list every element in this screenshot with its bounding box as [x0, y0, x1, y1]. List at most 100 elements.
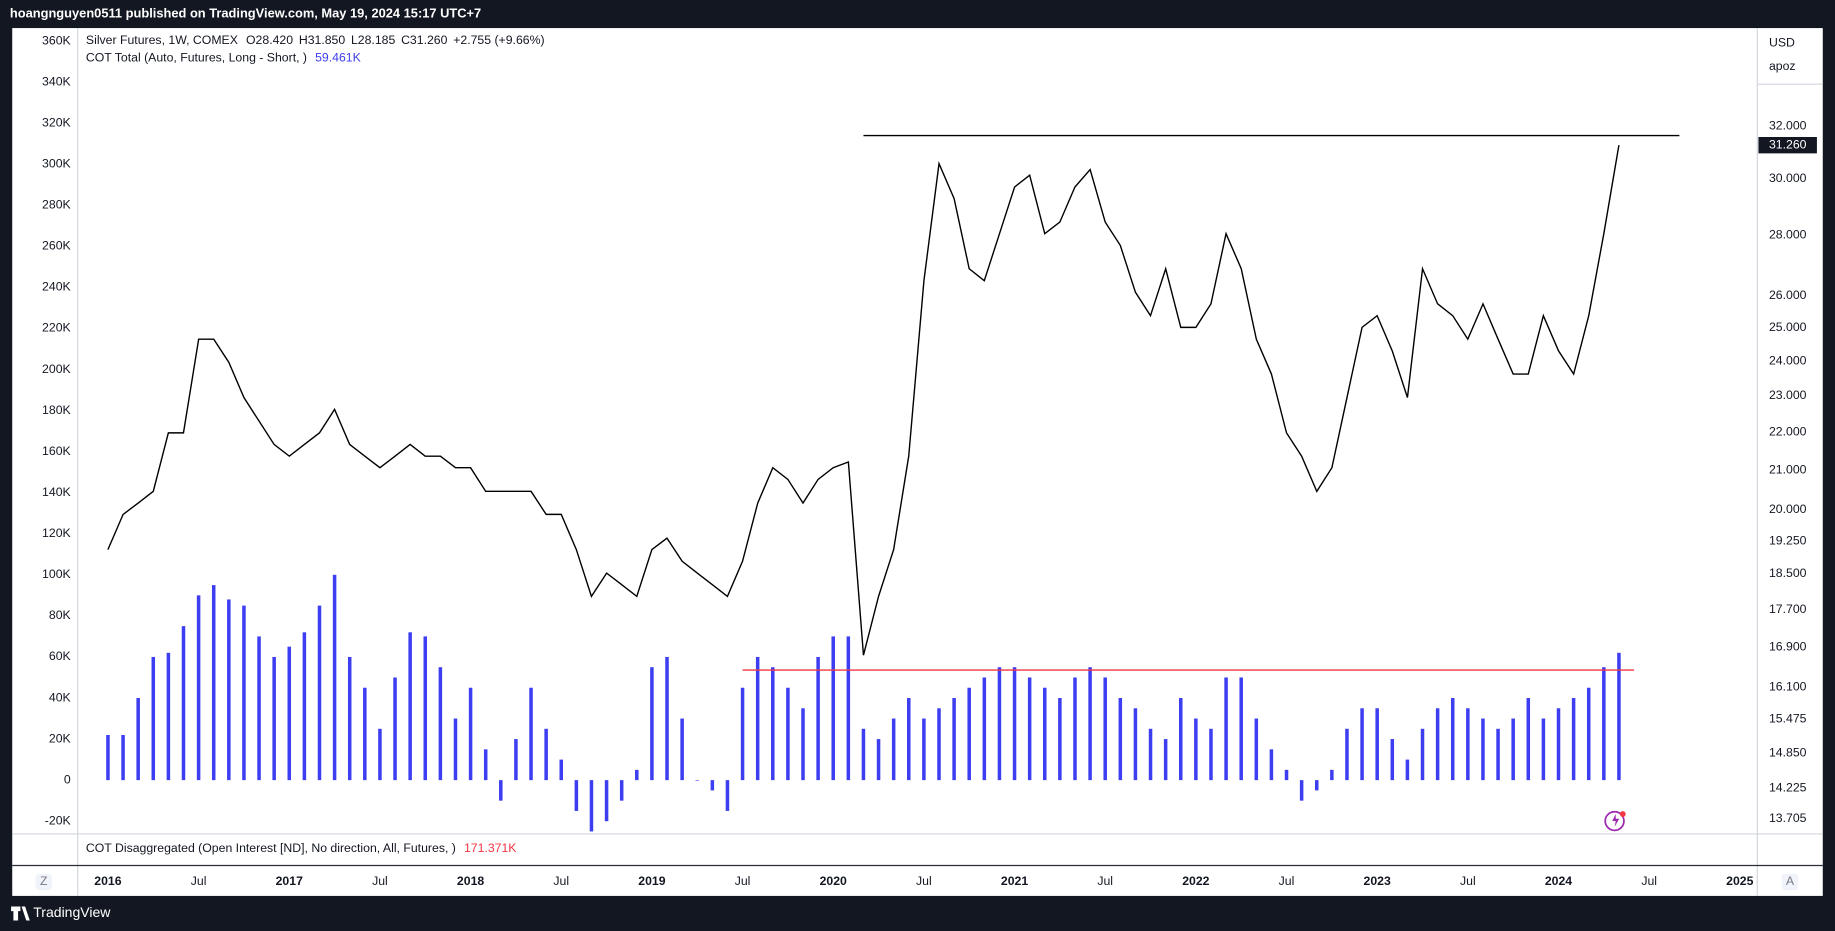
cot-bar	[332, 574, 337, 781]
cot-bar	[257, 636, 261, 781]
button-bg[interactable]	[1781, 873, 1799, 891]
cot-bar	[710, 780, 715, 791]
alert-icon[interactable]	[1604, 810, 1625, 832]
cot-bar	[1058, 698, 1062, 781]
y2-tick-label: 20.000	[1769, 502, 1807, 516]
cot-bar	[1450, 698, 1455, 781]
cot-bar	[1466, 708, 1470, 781]
cot-bar	[408, 632, 412, 781]
cot-bar	[1103, 677, 1107, 781]
cot-bar	[786, 687, 790, 781]
y2-tick-label: 15.475	[1769, 712, 1807, 726]
cot-bar	[1617, 652, 1621, 781]
y-tick-label: 260K	[42, 239, 71, 253]
y2-tick-label: 23.000	[1769, 388, 1807, 402]
cot-bar	[937, 708, 941, 781]
y-tick-label: 300K	[42, 156, 71, 170]
alert-bolt	[1612, 814, 1620, 827]
cot-bar	[347, 656, 352, 781]
x-tick-label: Jul	[1279, 874, 1295, 888]
x-tick-label: 2025	[1726, 874, 1753, 888]
cot-bar	[287, 646, 292, 781]
y2-tick-label: 13.705	[1769, 811, 1807, 825]
cot-bar	[1269, 749, 1274, 781]
cot-bar	[544, 728, 548, 781]
cot-bar	[514, 739, 518, 781]
cot-bar	[1254, 718, 1259, 781]
y2-tick-label: 19.250	[1769, 533, 1807, 547]
cot-bar	[468, 687, 473, 781]
cot-bar	[1043, 687, 1047, 781]
cot-bar	[635, 769, 639, 781]
cot-bar	[363, 687, 367, 781]
y2-tick-label: 26.000	[1769, 288, 1807, 302]
cot-bar	[136, 698, 140, 781]
button-bg[interactable]	[35, 873, 52, 891]
x-tick-label: 2019	[638, 874, 665, 888]
cot-bar	[438, 667, 443, 781]
last-price-box	[1758, 136, 1817, 154]
cot-bar	[1133, 708, 1138, 781]
cot-bar	[529, 687, 533, 781]
cot-bar	[1602, 667, 1606, 781]
cot-bar	[378, 728, 382, 781]
cot-bar	[453, 718, 458, 781]
y-tick-label: 20K	[49, 731, 72, 745]
cot-bar	[1405, 759, 1410, 781]
cot-bar	[1012, 667, 1017, 781]
cot-bar	[317, 605, 322, 781]
y2-tick-label: 21.000	[1769, 462, 1807, 476]
y-tick-label: 80K	[49, 608, 72, 622]
cot-bar	[499, 780, 503, 801]
cot-bar	[181, 626, 186, 781]
cot-bar	[604, 780, 609, 822]
x-tick-label: Jul	[1641, 874, 1657, 888]
symbol: Silver Futures, 1W, COMEX	[86, 33, 238, 47]
y-tick-label: 60K	[49, 649, 72, 663]
cot-bar	[242, 605, 246, 781]
cot-bar	[1027, 677, 1032, 781]
cot-bar	[997, 667, 1002, 781]
y2-tick-label: 30.000	[1769, 171, 1807, 185]
cot-bar	[1239, 677, 1243, 781]
change: +2.755 (+9.66%)	[453, 33, 544, 47]
y-tick-label: 320K	[42, 115, 71, 129]
cot-bar	[589, 780, 594, 832]
cot-bar	[967, 687, 971, 781]
cot-bar	[755, 656, 760, 781]
cot-bar	[876, 739, 881, 781]
alert-dot	[1619, 811, 1626, 817]
cot-bar	[680, 718, 684, 781]
y-tick-label: 180K	[42, 403, 71, 417]
cot-bar	[1194, 718, 1198, 781]
cot-bar	[1345, 728, 1349, 781]
cot-bar	[1209, 728, 1213, 781]
right-button[interactable]: A	[1786, 874, 1795, 888]
scale-mode[interactable]: apoz	[1769, 59, 1796, 73]
footer-logo: TradingView	[33, 904, 111, 920]
x-tick-label: 2016	[94, 874, 121, 888]
cot-bar	[922, 718, 926, 781]
y-tick-label: 120K	[42, 526, 71, 540]
y-tick-label: 40K	[49, 690, 72, 704]
y2-tick-label: 14.850	[1769, 745, 1807, 759]
cot-bar	[740, 687, 745, 781]
price-legend: Silver Futures, 1W, COMEX O28.420 H31.85…	[86, 33, 545, 47]
y2-tick-label: 18.500	[1769, 566, 1807, 580]
y2-tick-label: 22.000	[1769, 424, 1807, 438]
left-button[interactable]: Z	[40, 874, 48, 888]
cot-bar	[1284, 769, 1289, 781]
x-tick-label: 2021	[1001, 874, 1028, 888]
cot-bar	[211, 585, 216, 781]
cot-bar	[1420, 728, 1425, 781]
y-tick-label: 280K	[42, 198, 71, 212]
x-tick-label: 2023	[1364, 874, 1391, 888]
cot-bar	[1556, 708, 1561, 781]
y2-tick-label: 17.700	[1769, 602, 1807, 616]
x-tick-label: Jul	[372, 874, 388, 888]
y2-tick-label: 25.000	[1769, 320, 1807, 334]
y-tick-label: -20K	[45, 813, 72, 827]
cot-bar	[302, 632, 307, 781]
cot-bar	[695, 780, 699, 781]
